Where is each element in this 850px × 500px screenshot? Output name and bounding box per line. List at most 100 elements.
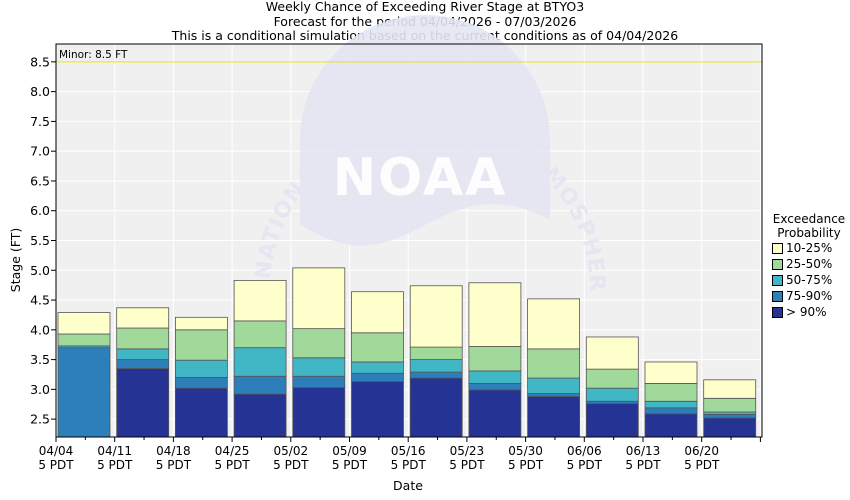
legend-label-10-25: 10-25% [786,241,833,255]
bar-week-06-20 [703,379,757,438]
legend-item-10-25: 10-25% [772,240,850,256]
y-axis-label: Stage (FT) [8,228,23,292]
bar-segment-50-75 [527,377,580,394]
bar-segment-75-90 [527,393,580,397]
x-tick-label-time-8: 5 PDT [508,458,544,472]
bar-segment-gt90 [233,393,287,438]
bar-segment-75-90 [233,375,287,395]
bar-segment-10-25 [233,279,287,322]
x-tick-label-time-1: 5 PDT [97,458,133,472]
bar-segment-50-75 [644,400,698,409]
x-tick-label-date-9: 06/06 [567,444,602,458]
bar-segment-gt90 [174,387,228,438]
legend-title-2: Probability [777,226,841,240]
legend-label-50-75: 50-75% [786,273,833,287]
x-tick-label-date-1: 04/11 [97,444,132,458]
y-tick-label-12: 8.5 [30,54,50,69]
legend-title-1: Exceedance [772,212,846,226]
bar-segment-75-90 [292,375,346,388]
bar-segment-gt90 [351,381,404,438]
legend: Exceedance Probability 10-25% 25-50% 50-… [768,212,850,320]
bar-segment-gt90 [468,389,522,438]
bar-week-06-13 [644,361,698,438]
bar-segment-10-25 [468,282,522,347]
y-tick-label-9: 7.0 [30,144,50,159]
bar-segment-10-25 [585,336,639,370]
y-tick-label-7: 6.0 [30,203,50,218]
x-tick-label-time-11: 5 PDT [684,458,720,472]
bar-week-06-06 [585,336,639,438]
noaa-logo-shape [300,15,550,246]
x-tick-label-time-7: 5 PDT [449,458,485,472]
bar-segment-gt90 [585,403,639,438]
y-tick-label-11: 8.0 [30,84,50,99]
bar-segment-25-50 [527,348,580,379]
x-tick-label-date-0: 04/04 [39,444,74,458]
legend-label-75-90: 75-90% [786,289,833,303]
bar-segment-25-50 [174,329,228,361]
bar-segment-10-25 [703,379,757,399]
bar-segment-50-75 [116,348,170,360]
x-tick-label-date-7: 05/23 [450,444,485,458]
bar-segment-25-50 [703,397,757,413]
bar-segment-10-25 [116,307,170,329]
bar-segment-25-50 [409,346,463,360]
bar-segment-50-75 [409,359,463,373]
x-tick-label-date-4: 05/02 [274,444,309,458]
y-tick-label-4: 4.5 [30,293,50,308]
bar-segment-75-90 [468,383,522,391]
y-tick-label-8: 6.5 [30,173,50,188]
chart-title: Weekly Chance of Exceeding River Stage a… [265,0,585,14]
bar-segment-75-90 [57,347,111,438]
legend-item-75-90: 75-90% [772,288,850,304]
minor-flood-label: Minor: 8.5 FT [59,49,128,61]
x-tick-label-date-10: 06/13 [626,444,661,458]
bar-segment-75-90 [409,371,463,379]
bar-week-05-23 [468,282,522,438]
legend-swatch-gt90 [772,306,783,318]
bar-week-05-30 [527,298,580,438]
bar-segment-10-25 [351,291,404,334]
x-tick-label-time-3: 5 PDT [214,458,250,472]
bar-week-05-09 [351,291,404,438]
bar-segment-25-50 [116,327,170,350]
legend-swatch-75-90 [772,290,783,302]
bar-week-05-16 [409,285,463,438]
legend-item-25-50: 25-50% [772,256,850,272]
x-tick-label-date-6: 05/16 [391,444,426,458]
y-tick-label-5: 5.0 [30,263,50,278]
bar-segment-gt90 [703,417,757,438]
bar-segment-25-50 [644,383,698,402]
x-tick-label-time-0: 5 PDT [38,458,74,472]
legend-label-25-50: 25-50% [786,257,833,271]
x-axis-label: Date [393,478,423,493]
x-tick-label-time-10: 5 PDT [625,458,661,472]
y-tick-label-0: 2.5 [30,412,50,427]
bars [57,267,757,438]
bar-week-04-11 [116,307,170,438]
y-tick-label-2: 3.5 [30,352,50,367]
noaa-logo-text: NOAA [333,148,508,208]
x-tick-label-date-5: 05/09 [332,444,367,458]
bar-segment-10-25 [57,312,111,335]
bar-segment-10-25 [174,316,228,331]
bar-segment-10-25 [292,267,346,330]
bar-segment-25-50 [468,346,522,372]
bar-week-04-25 [233,279,287,438]
x-tick-label-date-8: 05/30 [508,444,543,458]
bar-segment-50-75 [468,370,522,384]
bar-segment-10-25 [409,285,463,348]
bar-week-04-04 [57,312,111,438]
bar-segment-gt90 [527,396,580,438]
legend-item-gt90: > 90% [772,304,850,320]
bar-segment-50-75 [292,357,346,377]
bar-segment-50-75 [174,359,228,378]
x-tick-label-date-2: 04/18 [156,444,191,458]
bar-segment-25-50 [351,332,404,363]
bar-segment-75-90 [703,413,757,419]
bar-segment-25-50 [233,320,287,349]
y-axis-label-wrap: Stage (FT) [4,200,28,320]
bar-segment-50-75 [351,361,404,374]
